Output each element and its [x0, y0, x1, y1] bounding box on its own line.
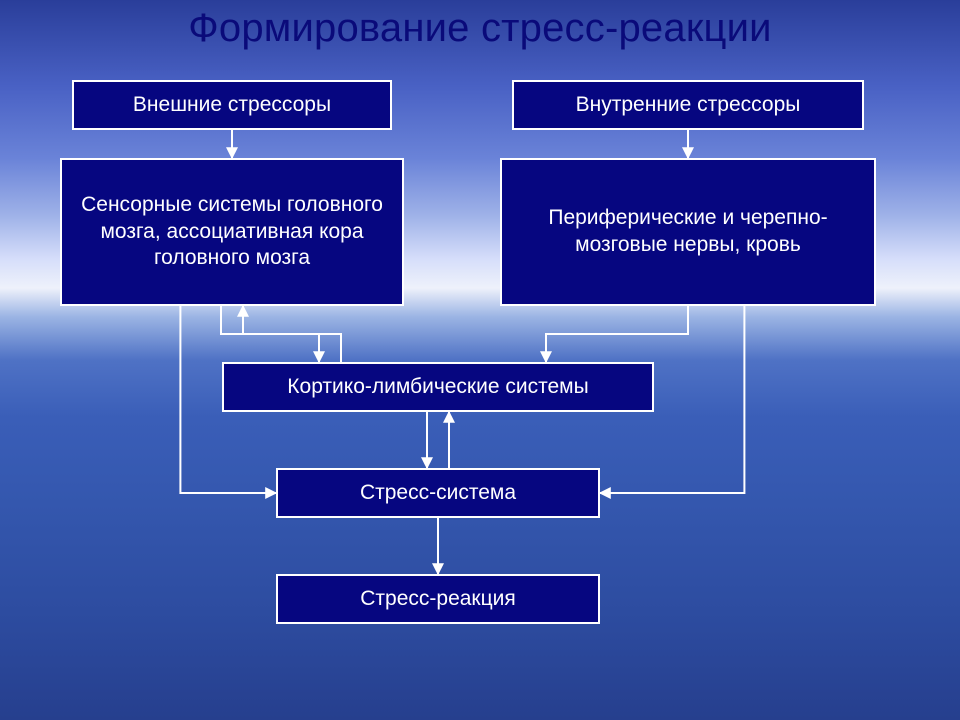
flowchart-edge: [221, 306, 319, 362]
flowchart-node: Периферические и черепно-мозговые нервы,…: [500, 158, 876, 306]
flowchart-node: Сенсорные системы головного мозга, ассоц…: [60, 158, 404, 306]
flowchart-node: Внутренние стрессоры: [512, 80, 864, 130]
flowchart-edge: [243, 306, 341, 362]
flowchart-node: Стресс-система: [276, 468, 600, 518]
flowchart-node: Внешние стрессоры: [72, 80, 392, 130]
flowchart-edge: [546, 306, 688, 362]
slide-title: Формирование стресс-реакции: [0, 6, 960, 51]
flowchart-node: Кортико-лимбические системы: [222, 362, 654, 412]
flowchart-node: Стресс-реакция: [276, 574, 600, 624]
slide: Формирование стресс-реакции Внешние стре…: [0, 0, 960, 720]
